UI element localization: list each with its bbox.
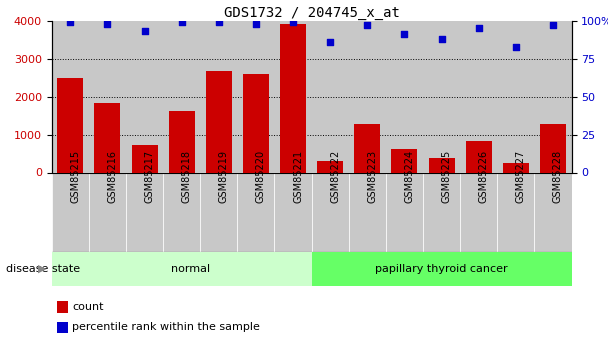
Point [399,32,409,37]
Text: GSM85218: GSM85218 [182,150,192,203]
Bar [349,21,386,172]
Point [140,29,150,34]
Bar [311,21,349,172]
Bar [126,172,163,252]
Text: GSM85217: GSM85217 [145,150,154,203]
Point [362,22,372,28]
Bar [280,24,306,172]
Text: GSM85216: GSM85216 [108,150,117,203]
Text: GSM85219: GSM85219 [219,150,229,203]
Bar [52,172,89,252]
Text: GSM85222: GSM85222 [330,150,340,203]
Bar [243,74,269,172]
Point [511,44,520,49]
Bar [349,172,386,252]
Text: GSM85224: GSM85224 [404,150,415,203]
Bar [497,172,534,252]
Bar [89,172,126,252]
Bar [534,172,572,252]
Bar [386,21,423,172]
Point [288,19,298,25]
Bar [126,21,163,172]
Text: ▶: ▶ [38,264,46,274]
Bar [423,172,460,252]
Point [103,21,112,27]
Bar [466,141,492,172]
Bar [237,21,274,172]
Bar [94,104,120,172]
Text: GSM85227: GSM85227 [516,150,526,203]
Text: GSM85225: GSM85225 [441,150,452,203]
Bar [237,172,274,252]
Text: GSM85221: GSM85221 [293,150,303,203]
Bar [534,21,572,172]
Bar [460,21,497,172]
Bar [206,71,232,172]
Bar [540,124,566,172]
Point [548,22,558,28]
Bar [311,252,572,286]
Bar [200,21,237,172]
Point [214,19,224,25]
Bar [429,158,455,172]
Bar [57,322,67,333]
Bar [497,21,534,172]
Bar [52,21,89,172]
Text: disease state: disease state [6,264,80,274]
Bar [423,21,460,172]
Bar [503,163,529,172]
Bar [392,149,418,172]
Bar [168,111,195,172]
Bar [200,172,237,252]
Bar [89,21,126,172]
Text: percentile rank within the sample: percentile rank within the sample [72,322,260,332]
Text: GSM85223: GSM85223 [367,150,378,203]
Text: papillary thyroid cancer: papillary thyroid cancer [375,264,508,274]
Point [437,36,446,42]
Bar [386,172,423,252]
Point [474,26,483,31]
Bar [52,252,311,286]
Text: normal: normal [171,264,210,274]
Bar [163,21,200,172]
Bar [131,145,157,172]
Bar [57,78,83,172]
Bar [274,172,311,252]
Point [251,21,261,27]
Text: count: count [72,302,103,312]
Bar [460,172,497,252]
Bar [57,301,67,313]
Point [66,19,75,25]
Text: GSM85215: GSM85215 [71,150,80,203]
Text: GSM85226: GSM85226 [478,150,489,203]
Bar [317,161,343,172]
Point [177,19,187,25]
Bar [311,172,349,252]
Bar [354,124,380,172]
Bar [274,21,311,172]
Text: GSM85228: GSM85228 [553,150,563,203]
Title: GDS1732 / 204745_x_at: GDS1732 / 204745_x_at [224,6,399,20]
Bar [163,172,200,252]
Point [325,39,335,45]
Text: GSM85220: GSM85220 [256,150,266,203]
